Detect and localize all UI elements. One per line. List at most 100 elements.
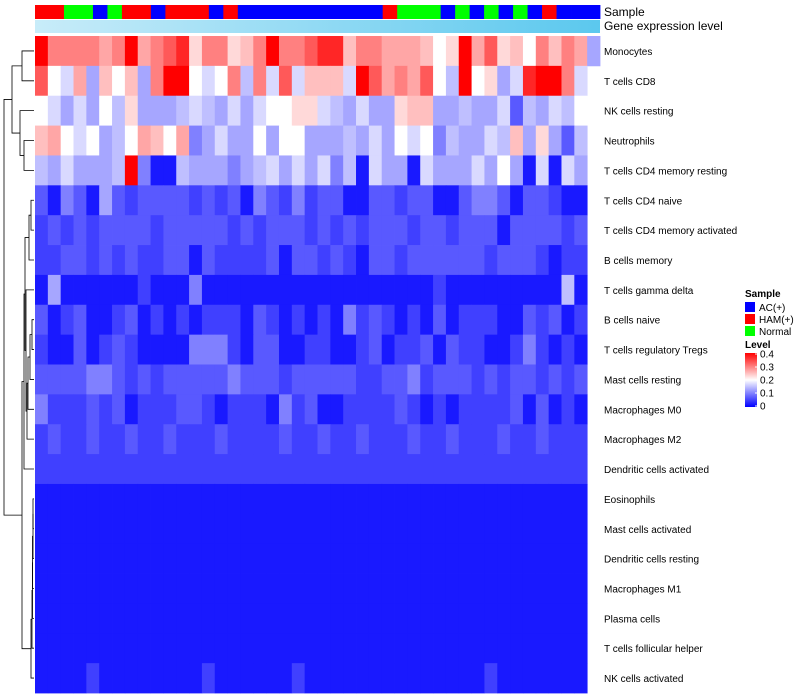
heatmap-cell [73, 633, 87, 664]
row-label: Monocytes [604, 47, 652, 58]
heatmap-cell [163, 633, 177, 664]
heatmap-cell [137, 334, 151, 365]
heatmap-cell [266, 573, 280, 604]
dendrogram-branch [11, 65, 22, 134]
heatmap-cell [304, 304, 318, 336]
level-legend-title: Level [745, 340, 771, 351]
heatmap-cell [35, 483, 49, 515]
heatmap-cell [201, 65, 216, 97]
heatmap-cell [86, 245, 100, 276]
heatmap-cell [522, 543, 537, 574]
heatmap-cell [381, 36, 395, 67]
heatmap-cell [330, 185, 344, 216]
heatmap-cell [548, 155, 562, 186]
heatmap-cell [304, 454, 318, 485]
heatmap-cell [574, 215, 588, 246]
row-label: Dendritic cells activated [604, 465, 709, 476]
heatmap-cell [86, 274, 100, 306]
heatmap-cell [381, 513, 395, 545]
heatmap-cell [317, 364, 331, 395]
heatmap-cell [163, 543, 177, 574]
heatmap-cell [471, 663, 485, 694]
heatmap-cell [420, 513, 434, 545]
heatmap-cell [137, 304, 151, 336]
heatmap-cell [445, 483, 460, 515]
heatmap-cell [420, 394, 434, 425]
heatmap-cell [394, 274, 408, 306]
heatmap-cell [201, 573, 216, 604]
heatmap-cell [86, 334, 100, 365]
heatmap-cell [291, 125, 306, 156]
heatmap-cell [47, 513, 62, 545]
heatmap-cell [176, 65, 190, 97]
heatmap-cell [561, 304, 575, 336]
heatmap-cell [214, 95, 229, 126]
heatmap-cell [73, 543, 87, 574]
heatmap-cell [35, 454, 49, 485]
heatmap-cell [356, 36, 370, 67]
heatmap-cell [317, 424, 331, 455]
heatmap-cell [112, 454, 126, 485]
heatmap-cell [73, 663, 87, 694]
heatmap-cell [150, 245, 164, 276]
heatmap-cell [522, 394, 537, 425]
heatmap-cell [471, 185, 485, 216]
heatmap-cell [394, 454, 408, 485]
heatmap-cell [356, 543, 370, 574]
heatmap-cell [189, 603, 203, 634]
heatmap-cell [99, 543, 113, 574]
heatmap-cell [317, 454, 331, 485]
sample-legend-swatch [745, 326, 755, 336]
heatmap-cell [343, 663, 357, 694]
heatmap-cell [561, 185, 575, 216]
heatmap-cell [73, 65, 87, 97]
heatmap-cell [47, 364, 62, 395]
heatmap-cell [189, 543, 203, 574]
heatmap-cell [343, 304, 357, 336]
heatmap-cell [60, 513, 74, 545]
heatmap-cell [317, 304, 331, 336]
heatmap-cell [86, 663, 100, 694]
heatmap-cell [73, 513, 87, 545]
heatmap-cell [240, 633, 254, 664]
heatmap-cell [253, 274, 267, 306]
heatmap-cell [330, 424, 344, 455]
heatmap-cell [227, 185, 241, 216]
heatmap-cell [330, 95, 344, 126]
heatmap-cell [112, 274, 126, 306]
heatmap-cell [420, 334, 434, 365]
heatmap-cell [394, 65, 408, 97]
heatmap-cell [227, 603, 241, 634]
heatmap-cell [484, 65, 498, 97]
heatmap-cell [497, 543, 511, 574]
heatmap-cell [227, 155, 241, 186]
heatmap-cell [124, 155, 139, 186]
heatmap-cell [60, 36, 74, 67]
heatmap-cell [535, 603, 550, 634]
heatmap-cell [291, 483, 306, 515]
row-label: NK cells resting [604, 107, 673, 118]
heatmap-cell [356, 274, 370, 306]
heatmap-cell [368, 633, 383, 664]
heatmap-cell [458, 603, 472, 634]
dendrogram-branch [31, 319, 34, 350]
row-label: Neutrophils [604, 137, 655, 148]
heatmap-cell [99, 245, 113, 276]
heatmap-cell [484, 513, 498, 545]
heatmap-cell [176, 185, 190, 216]
heatmap-cell [471, 155, 485, 186]
heatmap-cell [574, 633, 588, 664]
heatmap-cell [240, 424, 254, 455]
heatmap-cell [407, 483, 421, 515]
heatmap-cell [266, 663, 280, 694]
sample-annotation-cell [397, 5, 413, 19]
heatmap-cell [189, 185, 203, 216]
heatmap-cell [201, 513, 216, 545]
heatmap-cell [112, 185, 126, 216]
heatmap-cell [73, 274, 87, 306]
heatmap-cell [214, 543, 229, 574]
heatmap-cell [343, 454, 357, 485]
heatmap-cell [574, 424, 588, 455]
heatmap-cell [266, 603, 280, 634]
heatmap-cell [445, 215, 460, 246]
